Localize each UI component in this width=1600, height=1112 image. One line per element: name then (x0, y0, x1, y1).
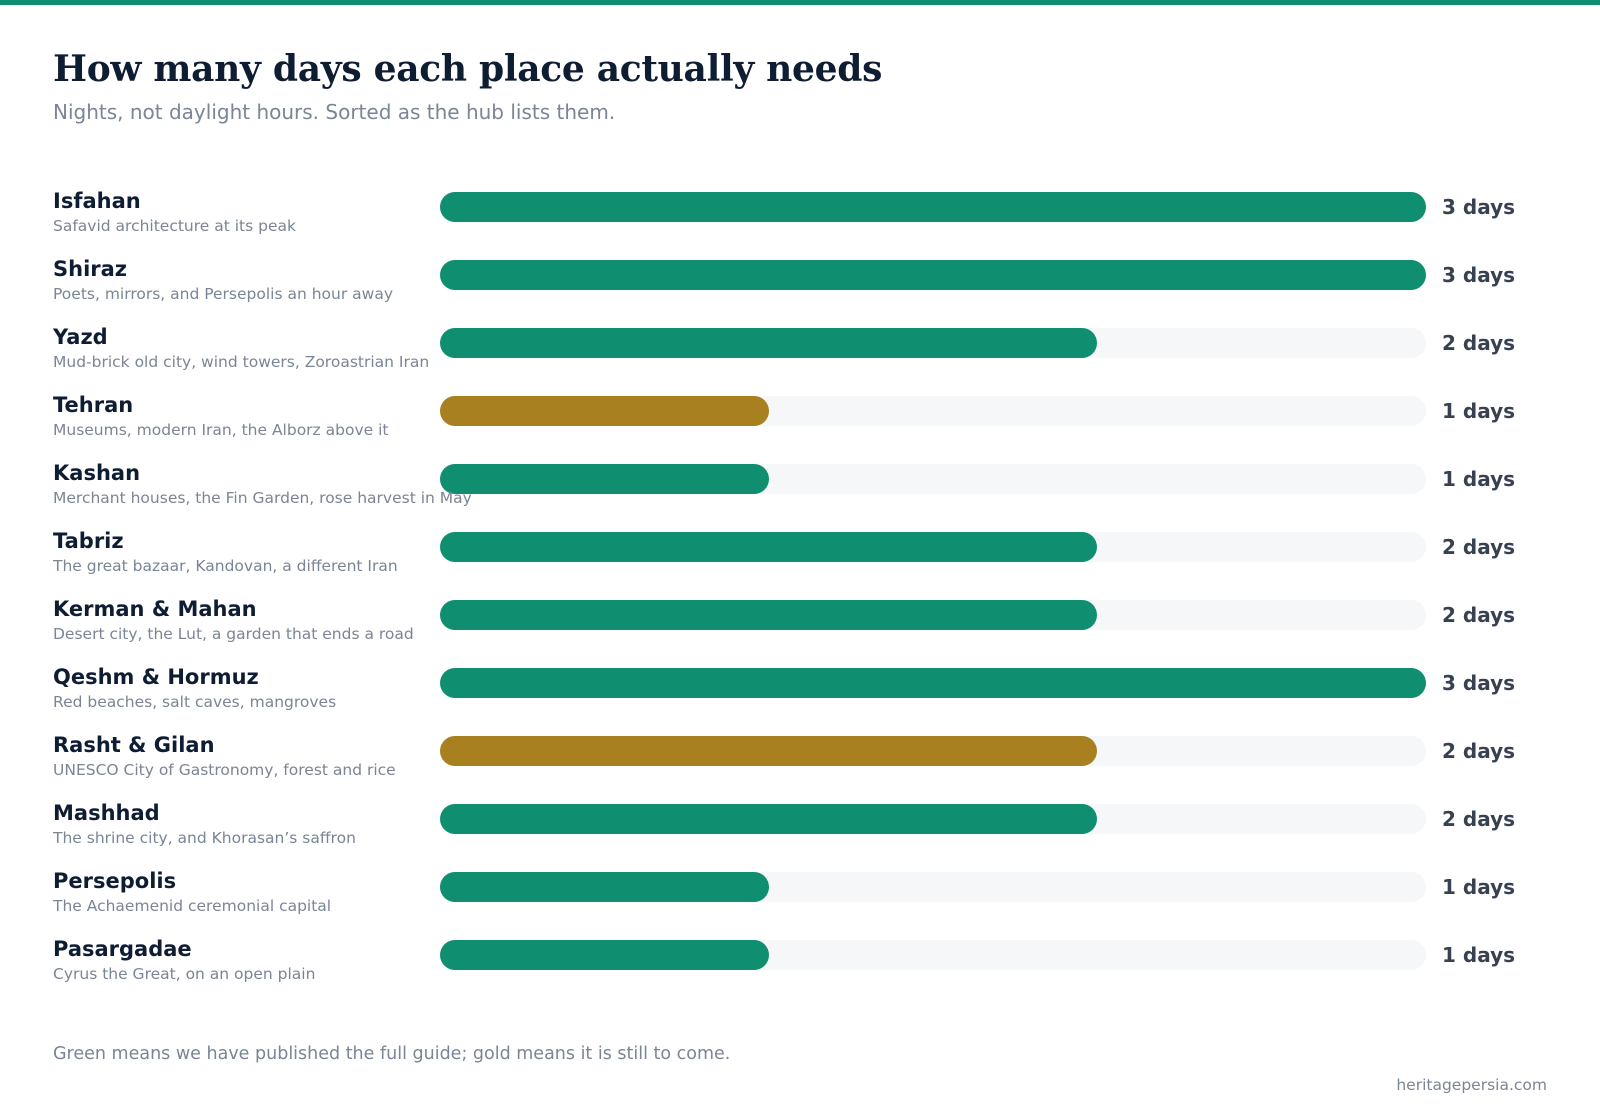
value-label: 2 days (1442, 739, 1516, 763)
place-name: Shiraz (53, 257, 128, 281)
bar (440, 464, 769, 494)
bar-track (440, 668, 1426, 698)
chart-row: Tabriz The great bazaar, Kandovan, a diff… (0, 527, 1600, 595)
place-description: Safavid architecture at its peak (53, 217, 296, 235)
place-description: Desert city, the Lut, a garden that ends… (53, 625, 414, 643)
bar (440, 668, 1426, 698)
bar (440, 532, 1098, 562)
value-label: 1 days (1442, 875, 1516, 899)
value-label: 2 days (1442, 807, 1516, 831)
value-label: 3 days (1442, 195, 1516, 219)
bar-track (440, 940, 1426, 970)
place-name: Rasht & Gilan (53, 733, 215, 757)
place-name: Yazd (53, 325, 108, 349)
value-label: 3 days (1442, 671, 1516, 695)
bar-track (440, 600, 1426, 630)
place-description: Cyrus the Great, on an open plain (53, 965, 316, 983)
place-description: Museums, modern Iran, the Alborz above i… (53, 421, 389, 439)
bar-track (440, 396, 1426, 426)
legend-note: Green means we have published the full g… (53, 1044, 731, 1064)
place-name: Isfahan (53, 189, 141, 213)
value-label: 2 days (1442, 603, 1516, 627)
bar (440, 940, 769, 970)
value-label: 1 days (1442, 467, 1516, 491)
chart-row: Kerman & Mahan Desert city, the Lut, a ga… (0, 595, 1600, 663)
value-label: 3 days (1442, 263, 1516, 287)
place-name: Pasargadae (53, 937, 192, 961)
place-description: The Achaemenid ceremonial capital (53, 897, 332, 915)
source-credit: heritagepersia.com (1396, 1076, 1547, 1094)
place-name: Tehran (53, 393, 134, 417)
chart-row: Yazd Mud-brick old city, wind towers, Zor… (0, 323, 1600, 391)
place-description: The great bazaar, Kandovan, a different … (53, 557, 398, 575)
bar (440, 736, 1098, 766)
place-description: Mud-brick old city, wind towers, Zoroast… (53, 353, 430, 371)
place-name: Tabriz (53, 529, 124, 553)
place-description: Merchant houses, the Fin Garden, rose ha… (53, 489, 472, 507)
place-description: UNESCO City of Gastronomy, forest and ri… (53, 761, 396, 779)
chart-row: Rasht & Gilan UNESCO City of Gastronomy, … (0, 731, 1600, 799)
chart-row: Mashhad The shrine city, and Khorasan’s s… (0, 799, 1600, 867)
bar-track (440, 804, 1426, 834)
bar-track (440, 328, 1426, 358)
place-description: Red beaches, salt caves, mangroves (53, 693, 337, 711)
chart-row: Shiraz Poets, mirrors, and Persepolis an … (0, 255, 1600, 323)
place-description: The shrine city, and Khorasan’s saffron (53, 829, 356, 847)
chart-row: Qeshm & Hormuz Red beaches, salt caves, m… (0, 663, 1600, 731)
place-name: Kerman & Mahan (53, 597, 257, 621)
value-label: 1 days (1442, 943, 1516, 967)
chart-row: Persepolis The Achaemenid ceremonial capi… (0, 867, 1600, 935)
chart-row: Tehran Museums, modern Iran, the Alborz a… (0, 391, 1600, 459)
bar (440, 872, 769, 902)
bar (440, 804, 1098, 834)
bar-track (440, 464, 1426, 494)
chart-title: How many days each place actually needs (53, 48, 883, 90)
bar-track (440, 532, 1426, 562)
place-name: Qeshm & Hormuz (53, 665, 259, 689)
bar-track (440, 736, 1426, 766)
value-label: 2 days (1442, 331, 1516, 355)
chart-row: Isfahan Safavid architecture at its peak 3… (0, 187, 1600, 255)
bar-track (440, 260, 1426, 290)
chart-row: Pasargadae Cyrus the Great, on an open pl… (0, 935, 1600, 1003)
place-name: Kashan (53, 461, 141, 485)
bar (440, 600, 1098, 630)
bar (440, 192, 1426, 222)
value-label: 2 days (1442, 535, 1516, 559)
value-label: 1 days (1442, 399, 1516, 423)
bar-track (440, 192, 1426, 222)
top-accent-rule (0, 0, 1600, 5)
chart-row: Kashan Merchant houses, the Fin Garden, r… (0, 459, 1600, 527)
place-description: Poets, mirrors, and Persepolis an hour a… (53, 285, 394, 303)
bar (440, 328, 1098, 358)
bar (440, 396, 769, 426)
bar (440, 260, 1426, 290)
chart-subtitle: Nights, not daylight hours. Sorted as th… (53, 100, 616, 124)
place-name: Mashhad (53, 801, 160, 825)
bar-track (440, 872, 1426, 902)
place-name: Persepolis (53, 869, 177, 893)
